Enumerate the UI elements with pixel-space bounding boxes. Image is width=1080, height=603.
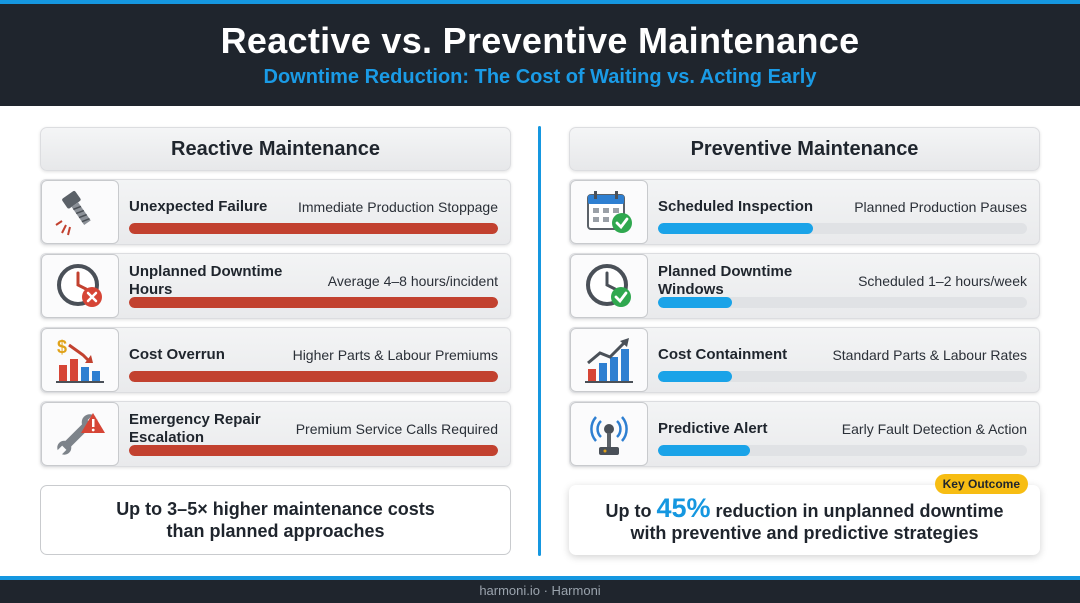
reactive-card-cost-overrun: $ Cost Overrun Higher Parts & Labour Pre… bbox=[40, 327, 511, 393]
preventive-heading: Preventive Maintenance bbox=[569, 127, 1040, 171]
card-description: Early Fault Detection & Action bbox=[841, 421, 1027, 437]
card-description: Scheduled 1–2 hours/week bbox=[858, 273, 1027, 289]
reactive-summary: Up to 3–5× higher maintenance costs than… bbox=[40, 485, 511, 555]
footer: harmoni.io · Harmoni bbox=[0, 576, 1080, 603]
impact-bar bbox=[658, 297, 1027, 308]
card-description: Standard Parts & Labour Rates bbox=[832, 347, 1027, 363]
impact-bar bbox=[658, 445, 1027, 456]
key-outcome-badge: Key Outcome bbox=[934, 474, 1028, 494]
impact-bar-fill bbox=[658, 445, 751, 456]
preventive-card-planned-downtime: Planned Downtime Windows Scheduled 1–2 h… bbox=[569, 253, 1040, 319]
reactive-heading: Reactive Maintenance bbox=[40, 127, 511, 171]
summary-line: Up to 45% reduction in unplanned downtim… bbox=[569, 495, 1040, 522]
card-label: Predictive Alert bbox=[658, 420, 768, 437]
sensor-signal-icon bbox=[570, 402, 648, 466]
impact-bar-fill bbox=[129, 223, 498, 234]
summary-highlight: 45% bbox=[656, 493, 711, 523]
impact-bar-fill bbox=[658, 297, 732, 308]
svg-text:$: $ bbox=[57, 337, 67, 357]
summary-line: than planned approaches bbox=[166, 521, 385, 541]
summary-line: with preventive and predictive strategie… bbox=[630, 523, 979, 543]
card-label: Unexpected Failure bbox=[129, 198, 268, 215]
preventive-column: Preventive Maintenance Scheduled Inspect… bbox=[569, 127, 1040, 555]
card-label: Cost Overrun bbox=[129, 346, 225, 363]
card-label: Cost Containment bbox=[658, 346, 788, 363]
broken-bolt-icon bbox=[41, 180, 119, 244]
card-description: Planned Production Pauses bbox=[854, 199, 1027, 215]
impact-bar bbox=[658, 223, 1027, 234]
preventive-card-scheduled-inspection: Scheduled Inspection Planned Production … bbox=[569, 179, 1040, 245]
preventive-card-cost-containment: Cost Containment Standard Parts & Labour… bbox=[569, 327, 1040, 393]
page-subtitle: Downtime Reduction: The Cost of Waiting … bbox=[263, 66, 817, 88]
impact-bar-fill bbox=[129, 297, 498, 308]
summary-suffix: reduction in unplanned downtime bbox=[715, 501, 1004, 521]
card-label: Unplanned Downtime Hours bbox=[129, 263, 283, 298]
clock-x-icon bbox=[41, 254, 119, 318]
calendar-check-icon bbox=[570, 180, 648, 244]
impact-bar bbox=[129, 371, 498, 382]
card-description: Premium Service Calls Required bbox=[295, 421, 498, 437]
clock-check-icon bbox=[570, 254, 648, 318]
header: Reactive vs. Preventive Maintenance Down… bbox=[0, 0, 1080, 106]
reactive-card-unexpected-failure: Unexpected Failure Immediate Production … bbox=[40, 179, 511, 245]
rising-cost-chart-icon: $ bbox=[41, 328, 119, 392]
impact-bar-fill bbox=[658, 223, 813, 234]
impact-bar-fill bbox=[129, 445, 498, 456]
preventive-summary: Key Outcome Up to 45% reduction in unpla… bbox=[569, 474, 1040, 555]
card-label: Scheduled Inspection bbox=[658, 198, 814, 215]
summary-line: Up to 3–5× higher maintenance costs bbox=[116, 499, 435, 519]
card-description: Average 4–8 hours/incident bbox=[327, 273, 498, 289]
page-title: Reactive vs. Preventive Maintenance bbox=[220, 20, 860, 61]
card-label: Planned Downtime Windows bbox=[658, 263, 793, 298]
summary-prefix: Up to bbox=[605, 501, 652, 521]
preventive-card-predictive-alert: Predictive Alert Early Fault Detection &… bbox=[569, 401, 1040, 467]
impact-bar bbox=[129, 297, 498, 308]
reactive-card-unplanned-downtime: Unplanned Downtime Hours Average 4–8 hou… bbox=[40, 253, 511, 319]
growth-chart-icon bbox=[570, 328, 648, 392]
impact-bar-fill bbox=[658, 371, 732, 382]
column-divider bbox=[538, 126, 541, 556]
card-description: Higher Parts & Labour Premiums bbox=[292, 347, 498, 363]
reactive-column: Reactive Maintenance Unexpected Failure … bbox=[40, 127, 511, 555]
card-description: Immediate Production Stoppage bbox=[297, 199, 498, 215]
card-label: Emergency Repair Escalation bbox=[129, 411, 261, 446]
impact-bar bbox=[129, 445, 498, 456]
impact-bar bbox=[129, 223, 498, 234]
wrench-warning-icon bbox=[41, 402, 119, 466]
impact-bar-fill bbox=[129, 371, 498, 382]
reactive-card-emergency-repair: Emergency Repair Escalation Premium Serv… bbox=[40, 401, 511, 467]
impact-bar bbox=[658, 371, 1027, 382]
